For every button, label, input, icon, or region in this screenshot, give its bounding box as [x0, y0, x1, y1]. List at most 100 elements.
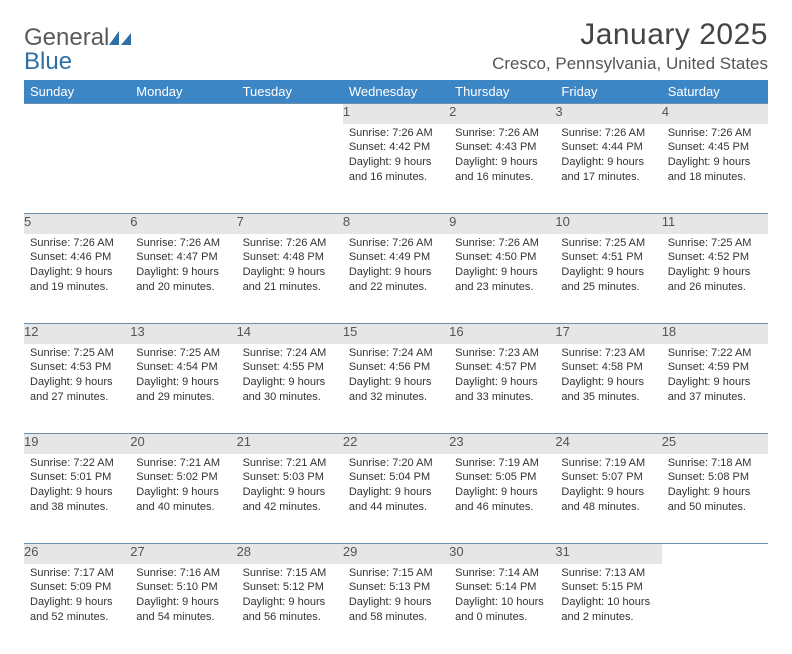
day-info-cell: Sunrise: 7:18 AMSunset: 5:08 PMDaylight:…: [662, 454, 768, 544]
sun-info: Sunrise: 7:25 AMSunset: 4:54 PMDaylight:…: [130, 344, 236, 411]
weekday-header-cell: Sunday: [24, 80, 130, 104]
day-info-cell: Sunrise: 7:26 AMSunset: 4:42 PMDaylight:…: [343, 124, 449, 214]
sun-info: Sunrise: 7:25 AMSunset: 4:52 PMDaylight:…: [662, 234, 768, 301]
day-number-cell: 12: [24, 324, 130, 344]
weekday-header-cell: Wednesday: [343, 80, 449, 104]
day-info-row: Sunrise: 7:26 AMSunset: 4:46 PMDaylight:…: [24, 234, 768, 324]
day-number-cell: 24: [555, 434, 661, 454]
sun-info: Sunrise: 7:22 AMSunset: 5:01 PMDaylight:…: [24, 454, 130, 521]
weekday-header-cell: Tuesday: [237, 80, 343, 104]
sun-info: Sunrise: 7:23 AMSunset: 4:57 PMDaylight:…: [449, 344, 555, 411]
day-number-row: 19202122232425: [24, 434, 768, 454]
brand-text: General Blue: [24, 26, 131, 74]
day-number-cell: 10: [555, 214, 661, 234]
sun-info: Sunrise: 7:17 AMSunset: 5:09 PMDaylight:…: [24, 564, 130, 631]
sun-info: Sunrise: 7:24 AMSunset: 4:56 PMDaylight:…: [343, 344, 449, 411]
sun-info: Sunrise: 7:15 AMSunset: 5:13 PMDaylight:…: [343, 564, 449, 631]
calendar-table: SundayMondayTuesdayWednesdayThursdayFrid…: [24, 80, 768, 654]
weekday-header-cell: Thursday: [449, 80, 555, 104]
day-number-cell: 4: [662, 104, 768, 124]
day-number-cell: 18: [662, 324, 768, 344]
day-info-cell: Sunrise: 7:23 AMSunset: 4:57 PMDaylight:…: [449, 344, 555, 434]
day-number-cell: 17: [555, 324, 661, 344]
day-number-cell: 23: [449, 434, 555, 454]
sun-info: Sunrise: 7:26 AMSunset: 4:42 PMDaylight:…: [343, 124, 449, 191]
brand-word2: Blue: [24, 48, 72, 75]
sun-info: Sunrise: 7:26 AMSunset: 4:44 PMDaylight:…: [555, 124, 661, 191]
sun-info: Sunrise: 7:15 AMSunset: 5:12 PMDaylight:…: [237, 564, 343, 631]
day-info-cell: Sunrise: 7:26 AMSunset: 4:44 PMDaylight:…: [555, 124, 661, 214]
day-number-cell: 27: [130, 544, 236, 564]
sun-info: Sunrise: 7:26 AMSunset: 4:46 PMDaylight:…: [24, 234, 130, 301]
sun-info: Sunrise: 7:14 AMSunset: 5:14 PMDaylight:…: [449, 564, 555, 631]
sun-info: Sunrise: 7:26 AMSunset: 4:43 PMDaylight:…: [449, 124, 555, 191]
day-info-row: Sunrise: 7:22 AMSunset: 5:01 PMDaylight:…: [24, 454, 768, 544]
sun-info: Sunrise: 7:18 AMSunset: 5:08 PMDaylight:…: [662, 454, 768, 521]
title-block: January 2025 Cresco, Pennsylvania, Unite…: [492, 18, 768, 74]
day-info-cell: Sunrise: 7:26 AMSunset: 4:45 PMDaylight:…: [662, 124, 768, 214]
sun-info: Sunrise: 7:21 AMSunset: 5:03 PMDaylight:…: [237, 454, 343, 521]
sun-info: Sunrise: 7:25 AMSunset: 4:51 PMDaylight:…: [555, 234, 661, 301]
day-info-cell: Sunrise: 7:23 AMSunset: 4:58 PMDaylight:…: [555, 344, 661, 434]
empty-info-cell: [130, 124, 236, 214]
sun-info: Sunrise: 7:13 AMSunset: 5:15 PMDaylight:…: [555, 564, 661, 631]
day-number-cell: 20: [130, 434, 236, 454]
day-info-row: Sunrise: 7:25 AMSunset: 4:53 PMDaylight:…: [24, 344, 768, 434]
day-info-cell: Sunrise: 7:25 AMSunset: 4:51 PMDaylight:…: [555, 234, 661, 324]
sun-info: Sunrise: 7:26 AMSunset: 4:48 PMDaylight:…: [237, 234, 343, 301]
day-info-cell: Sunrise: 7:17 AMSunset: 5:09 PMDaylight:…: [24, 564, 130, 654]
day-number-cell: 16: [449, 324, 555, 344]
day-info-cell: Sunrise: 7:26 AMSunset: 4:49 PMDaylight:…: [343, 234, 449, 324]
sail-icon: [109, 31, 131, 45]
day-info-cell: Sunrise: 7:16 AMSunset: 5:10 PMDaylight:…: [130, 564, 236, 654]
sun-info: Sunrise: 7:26 AMSunset: 4:45 PMDaylight:…: [662, 124, 768, 191]
calendar-page: General Blue January 2025 Cresco, Pennsy…: [0, 0, 792, 612]
day-info-row: Sunrise: 7:17 AMSunset: 5:09 PMDaylight:…: [24, 564, 768, 654]
day-number-cell: 31: [555, 544, 661, 564]
day-number-cell: 8: [343, 214, 449, 234]
sun-info: Sunrise: 7:16 AMSunset: 5:10 PMDaylight:…: [130, 564, 236, 631]
sun-info: Sunrise: 7:26 AMSunset: 4:49 PMDaylight:…: [343, 234, 449, 301]
day-info-cell: Sunrise: 7:26 AMSunset: 4:48 PMDaylight:…: [237, 234, 343, 324]
sun-info: Sunrise: 7:23 AMSunset: 4:58 PMDaylight:…: [555, 344, 661, 411]
sun-info: Sunrise: 7:22 AMSunset: 4:59 PMDaylight:…: [662, 344, 768, 411]
day-number-cell: 2: [449, 104, 555, 124]
sun-info: Sunrise: 7:26 AMSunset: 4:50 PMDaylight:…: [449, 234, 555, 301]
day-info-cell: Sunrise: 7:15 AMSunset: 5:13 PMDaylight:…: [343, 564, 449, 654]
header-row: General Blue January 2025 Cresco, Pennsy…: [24, 18, 768, 74]
day-info-cell: Sunrise: 7:19 AMSunset: 5:05 PMDaylight:…: [449, 454, 555, 544]
day-info-cell: Sunrise: 7:21 AMSunset: 5:02 PMDaylight:…: [130, 454, 236, 544]
day-info-cell: Sunrise: 7:14 AMSunset: 5:14 PMDaylight:…: [449, 564, 555, 654]
day-info-cell: Sunrise: 7:26 AMSunset: 4:47 PMDaylight:…: [130, 234, 236, 324]
brand-word1: General: [24, 24, 109, 51]
empty-info-cell: [662, 564, 768, 654]
sun-info: Sunrise: 7:24 AMSunset: 4:55 PMDaylight:…: [237, 344, 343, 411]
day-number-cell: 5: [24, 214, 130, 234]
day-number-cell: 1: [343, 104, 449, 124]
sun-info: Sunrise: 7:19 AMSunset: 5:07 PMDaylight:…: [555, 454, 661, 521]
day-info-cell: Sunrise: 7:22 AMSunset: 5:01 PMDaylight:…: [24, 454, 130, 544]
day-number-cell: 19: [24, 434, 130, 454]
sun-info: Sunrise: 7:26 AMSunset: 4:47 PMDaylight:…: [130, 234, 236, 301]
day-info-cell: Sunrise: 7:24 AMSunset: 4:55 PMDaylight:…: [237, 344, 343, 434]
day-info-cell: Sunrise: 7:26 AMSunset: 4:43 PMDaylight:…: [449, 124, 555, 214]
day-number-row: 262728293031: [24, 544, 768, 564]
day-number-cell: 14: [237, 324, 343, 344]
empty-info-cell: [24, 124, 130, 214]
empty-day-cell: [662, 544, 768, 564]
location-text: Cresco, Pennsylvania, United States: [492, 54, 768, 74]
day-info-cell: Sunrise: 7:26 AMSunset: 4:50 PMDaylight:…: [449, 234, 555, 324]
day-number-cell: 15: [343, 324, 449, 344]
day-number-cell: 13: [130, 324, 236, 344]
weekday-header-cell: Friday: [555, 80, 661, 104]
day-info-cell: Sunrise: 7:22 AMSunset: 4:59 PMDaylight:…: [662, 344, 768, 434]
day-info-cell: Sunrise: 7:15 AMSunset: 5:12 PMDaylight:…: [237, 564, 343, 654]
empty-day-cell: [24, 104, 130, 124]
day-info-cell: Sunrise: 7:13 AMSunset: 5:15 PMDaylight:…: [555, 564, 661, 654]
day-number-cell: 22: [343, 434, 449, 454]
day-number-row: 12131415161718: [24, 324, 768, 344]
day-number-cell: 6: [130, 214, 236, 234]
day-number-cell: 26: [24, 544, 130, 564]
day-number-cell: 7: [237, 214, 343, 234]
day-number-cell: 11: [662, 214, 768, 234]
